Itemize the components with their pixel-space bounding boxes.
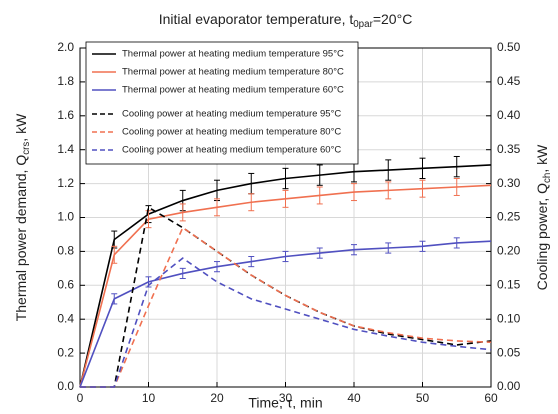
y2-tick-label: 0.25 (497, 210, 521, 224)
x-tick-label: 20 (210, 391, 224, 405)
legend-box (85, 41, 359, 165)
error-bar (419, 157, 426, 180)
error-bar (316, 186, 323, 205)
y-tick-label: 1.2 (57, 176, 74, 190)
y-axis-label-suffix: , kW (13, 113, 29, 142)
x-tick-label: 0 (77, 391, 84, 405)
error-bar (351, 183, 357, 202)
y-tick-label: 0.8 (57, 244, 74, 258)
y-tick-label: 1.6 (57, 108, 74, 122)
error-bar (316, 164, 323, 186)
chart-title-subscript: 0par (353, 19, 373, 30)
legend-label: Thermal power at heating medium temperat… (122, 49, 344, 60)
error-bar (282, 250, 289, 263)
y-tick-label: 1.0 (57, 210, 74, 224)
y-axis-label: Thermal power demand, Qcrs, kW (13, 113, 32, 321)
y2-tick-label: 0.30 (497, 176, 521, 190)
legend-label: Cooling power at heating medium temperat… (122, 109, 341, 120)
x-tick-label: 60 (484, 391, 498, 405)
legend-label: Cooling power at heating medium temperat… (122, 145, 341, 156)
legend-label: Cooling power at heating medium temperat… (122, 127, 341, 138)
y-tick-label: 1.4 (57, 142, 74, 156)
y2-tick-label: 0.15 (497, 277, 521, 291)
y-tick-label: 2.0 (57, 40, 74, 54)
series-line (80, 257, 492, 388)
x-tick-label: 30 (279, 391, 293, 405)
y2-tick-label: 0.40 (497, 108, 521, 122)
y2-tick-label: 0.50 (497, 40, 521, 54)
y-tick-label: 1.8 (57, 74, 74, 88)
x-tick-label: 50 (416, 391, 430, 405)
y2-tick-label: 0.35 (497, 142, 521, 156)
y-tick-label: 0.0 (57, 379, 74, 393)
error-bar (453, 178, 460, 196)
y2-axis-label: Cooling power, Qch, kW (534, 144, 553, 291)
error-bar (282, 167, 289, 190)
error-bar (282, 189, 289, 208)
chart-title: Initial evaporator temperature, t0par=20… (159, 11, 413, 30)
error-bar (179, 203, 186, 222)
x-tick-label: 40 (347, 391, 361, 405)
series-line (80, 226, 492, 388)
x-tick-label: 10 (142, 391, 156, 405)
y2-tick-label: 0.10 (497, 311, 521, 325)
error-bar (214, 198, 220, 217)
y-tick-label: 0.2 (57, 345, 74, 359)
y-axis-label-subscript: crs (21, 142, 32, 155)
error-bar (419, 179, 426, 198)
error-bar (316, 247, 323, 259)
chart-title-suffix: =20°C (373, 11, 412, 27)
y-axis-label-text: Thermal power demand, Q (13, 155, 29, 322)
error-bar (214, 261, 220, 273)
legend-label: Thermal power at heating medium temperat… (122, 85, 344, 96)
y2-axis-label-subscript: ch (542, 173, 553, 183)
error-bar (453, 237, 460, 249)
y-tick-label: 0.4 (57, 311, 74, 325)
error-bar (385, 181, 392, 200)
y2-axis-label-text: Cooling power, Q (534, 183, 550, 291)
legend-label: Thermal power at heating medium temperat… (122, 67, 344, 78)
error-bar (385, 159, 392, 181)
error-bar (419, 240, 426, 252)
y2-tick-label: 0.05 (497, 345, 521, 359)
error-bar (111, 293, 118, 305)
y2-tick-label: 0.45 (497, 74, 521, 88)
y-tick-label: 0.6 (57, 277, 74, 291)
error-bar (385, 242, 392, 254)
y2-tick-label: 0.00 (497, 379, 521, 393)
error-bar (248, 193, 255, 212)
y2-tick-label: 0.20 (497, 244, 521, 258)
error-bar (453, 155, 460, 178)
x-axis-label: Time, τ, min (248, 395, 322, 409)
error-bar (111, 245, 118, 264)
error-bar (179, 267, 186, 280)
error-bar (248, 255, 255, 268)
error-bar (351, 244, 357, 256)
chart-title-text: Initial evaporator temperature, t (159, 11, 354, 27)
y2-axis-label-suffix: , kW (534, 144, 550, 173)
